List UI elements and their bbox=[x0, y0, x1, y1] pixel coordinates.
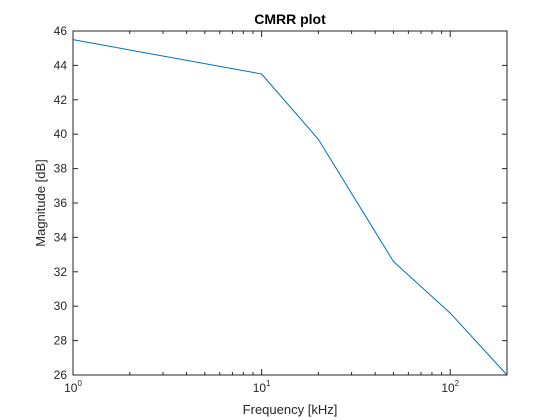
x-tick-label: 102 bbox=[441, 379, 459, 395]
x-tick-label: 101 bbox=[253, 379, 271, 395]
data-point bbox=[450, 313, 451, 314]
y-tick-label: 36 bbox=[54, 196, 68, 210]
data-point bbox=[393, 261, 394, 262]
y-axis-label: Magnitude [dB] bbox=[33, 159, 48, 246]
y-tick-label: 30 bbox=[54, 299, 68, 313]
y-tick-label: 26 bbox=[54, 368, 68, 382]
x-tick-label: 100 bbox=[64, 379, 82, 395]
series-line-1 bbox=[72, 39, 508, 376]
y-tick-label: 42 bbox=[54, 93, 68, 107]
y-tick-label: 32 bbox=[54, 265, 68, 279]
chart-title: CMRR plot bbox=[254, 11, 326, 27]
y-tick-label: 28 bbox=[54, 334, 68, 348]
y-tick-label: 44 bbox=[54, 58, 68, 72]
data-point bbox=[261, 74, 262, 75]
y-tick-label: 38 bbox=[54, 162, 68, 176]
plot-background bbox=[73, 31, 507, 375]
y-tick-label: 34 bbox=[54, 230, 68, 244]
tick-layer: 26 28 30 32 34 36 38 40 42 44 46 100 101 102 bbox=[54, 24, 508, 395]
x-axis-label: Frequency [kHz] bbox=[243, 402, 338, 417]
y-tick-label: 46 bbox=[54, 24, 68, 38]
y-tick-label: 40 bbox=[54, 127, 68, 141]
data-point bbox=[318, 139, 319, 140]
series-layer bbox=[72, 39, 508, 376]
